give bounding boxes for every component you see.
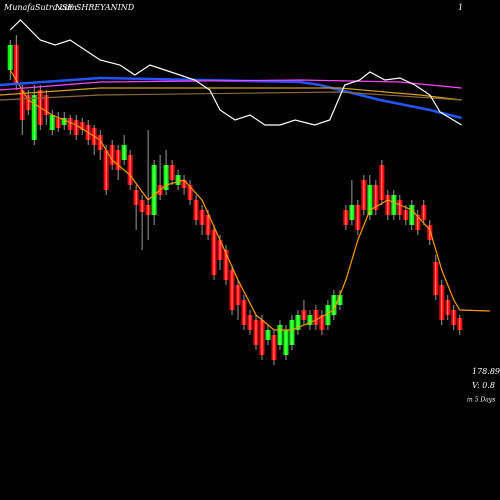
indicator-line: [0, 91, 462, 101]
volume-label: V: 0.8: [472, 381, 495, 390]
price-label: 178.89: [472, 367, 500, 376]
indicator-line: [9, 69, 490, 331]
indicator-line: [9, 19, 462, 126]
indicator-line: [0, 79, 462, 91]
chart-title: NSE SHREYANIND: [54, 3, 135, 12]
period-label: in 5 Days: [467, 397, 495, 404]
site-label: MunafaSutra.com: [3, 3, 77, 12]
indicator-line: [0, 87, 462, 101]
corner-label: 1: [458, 3, 463, 12]
indicator-line: [0, 76, 462, 120]
